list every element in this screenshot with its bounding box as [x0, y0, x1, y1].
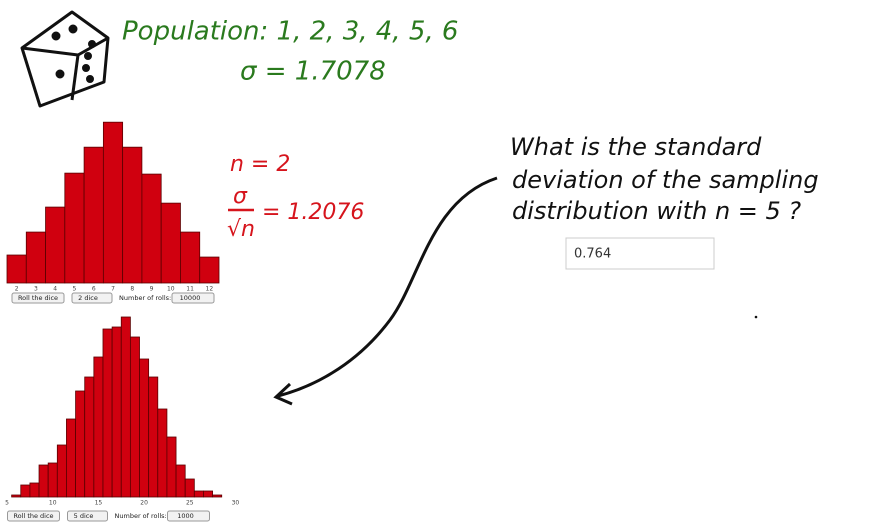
- dice-select-label: 5 dice: [74, 512, 94, 520]
- question-line: distribution with n = 5 ?: [512, 197, 801, 225]
- bar: [25, 231, 46, 284]
- se-numerator: σ: [233, 184, 248, 209]
- bar: [141, 173, 162, 284]
- x-tick-label: 8: [130, 286, 134, 293]
- bar: [93, 356, 104, 498]
- bar: [102, 328, 113, 498]
- bar: [212, 494, 223, 498]
- bar: [122, 146, 143, 284]
- bar: [148, 376, 159, 498]
- x-tick-label: 10: [49, 500, 57, 507]
- sample-n: n = 2: [230, 152, 290, 177]
- bar: [83, 146, 104, 284]
- dice-icon: [20, 10, 110, 108]
- bar: [120, 316, 131, 498]
- answer-box[interactable]: [565, 237, 715, 270]
- bar: [29, 482, 40, 498]
- bar: [102, 121, 124, 284]
- button-label: Roll the dice: [18, 294, 58, 302]
- bar: [175, 464, 186, 498]
- rolls-select[interactable]: [171, 292, 215, 304]
- x-tick-label: 6: [92, 286, 96, 293]
- bar: [75, 390, 86, 498]
- x-tick-label: 30: [232, 500, 240, 507]
- bar: [6, 254, 27, 284]
- button-label: Roll the dice: [13, 512, 53, 520]
- se-value: = 1.2076: [262, 200, 364, 225]
- x-tick-label: 3: [34, 286, 38, 293]
- bar: [184, 478, 195, 498]
- question-line: deviation of the sampling: [512, 166, 819, 194]
- dice-select[interactable]: [71, 292, 113, 304]
- question-line: What is the standard: [510, 133, 762, 161]
- x-tick-label: 2: [15, 286, 19, 293]
- bar: [203, 490, 213, 498]
- x-tick-label: 20: [140, 500, 148, 507]
- bar: [199, 256, 220, 284]
- button[interactable]: [7, 510, 60, 522]
- bar: [84, 376, 95, 498]
- bar: [20, 484, 31, 498]
- bar: [45, 206, 66, 284]
- rolls-label: Number of rolls:: [115, 512, 167, 520]
- bar: [56, 444, 67, 498]
- population: Population: 1, 2, 3, 4, 5, 6: [122, 17, 458, 47]
- bar: [11, 494, 22, 498]
- bar: [47, 462, 58, 498]
- bar: [157, 408, 168, 498]
- bar: [38, 464, 49, 498]
- answer-text: 0.764: [574, 247, 611, 262]
- rolls-select-label: 1000: [177, 512, 194, 520]
- rolls-label: Number of rolls:: [119, 294, 171, 302]
- bar: [160, 202, 181, 284]
- bar: [129, 336, 140, 498]
- dot: [754, 315, 758, 319]
- bar: [193, 490, 204, 498]
- dice-select-label: 2 dice: [78, 294, 98, 302]
- bar: [66, 418, 76, 498]
- button[interactable]: [11, 292, 65, 304]
- x-tick-label: 5: [73, 286, 77, 293]
- x-tick-label: 25: [186, 500, 194, 507]
- x-tick-label: 11: [186, 286, 194, 293]
- x-tick-label: 4: [53, 286, 57, 293]
- x-tick-label: 10: [167, 286, 175, 293]
- x-tick-label: 9: [150, 286, 154, 293]
- bar: [64, 172, 85, 284]
- arrow: [277, 176, 498, 398]
- bar: [139, 358, 150, 498]
- arrow-head: [273, 382, 293, 406]
- x-tick-label: 7: [111, 286, 115, 293]
- rolls-select[interactable]: [167, 510, 210, 522]
- x-tick-label: 12: [206, 286, 214, 293]
- bar: [180, 231, 201, 284]
- x-tick-label: 5: [5, 500, 9, 507]
- se-denominator: √n: [227, 217, 255, 242]
- population-sd: σ = 1.7078: [240, 57, 386, 87]
- bar: [111, 326, 122, 498]
- bar: [166, 436, 177, 498]
- rolls-select-label: 10000: [180, 294, 201, 302]
- dice-select[interactable]: [67, 510, 108, 522]
- x-tick-label: 15: [95, 500, 103, 507]
